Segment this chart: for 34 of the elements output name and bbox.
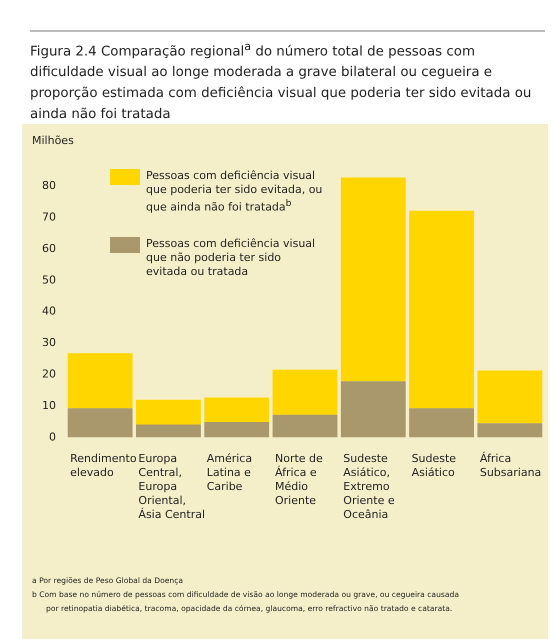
bar: [136, 424, 201, 438]
bar: [340, 381, 406, 438]
x-tick-label: Rendimento elevado: [70, 452, 138, 480]
bar: [272, 370, 338, 415]
bar: [409, 210, 474, 408]
y-tick-label: 60: [42, 242, 56, 255]
bar: [409, 408, 474, 438]
bar: [204, 422, 270, 438]
chart-title: Figura 2.4 Comparação regional$^{a}$ do número total de pessoas com dificuldade visual ao longe moderada a grave bilateral ou cegueira e proporção estimada com deficiência visual que poderia ter sido evitada ou ainda não foi tratada: [30, 30, 545, 126]
x-tick-label: Sudeste Asiático, Extremo Oriente e Oceânia: [343, 452, 396, 522]
bar: [477, 370, 542, 424]
y-tick-label: 0: [48, 430, 56, 444]
y-tick-label: 70: [42, 210, 56, 224]
bar: [68, 353, 133, 408]
y-tick-label: 20: [42, 367, 56, 380]
legend-label: Pessoas com deficiência visual que não poderia ter sido evitada ou tratada: [146, 236, 316, 279]
y-tick-label: 40: [42, 304, 56, 318]
y-tick-label: 50: [42, 273, 56, 286]
x-tick-label: Europa Central, Europa Oriental, Ásia Central: [138, 452, 206, 522]
bar: [204, 398, 270, 422]
y-tick-label: 80: [42, 179, 56, 192]
x-tick-label: Sudeste Asiático: [412, 452, 458, 480]
legend-label: Pessoas com deficiência visual que poderia ter sido evitada, ou que ainda não foi tratada$^{b}$: [146, 169, 324, 215]
bar: [136, 400, 201, 425]
bar: [68, 408, 133, 438]
bar: [340, 178, 406, 382]
x-tick-label: América Latina e Caribe: [206, 452, 254, 494]
y-axis-title: Milhões: [32, 134, 74, 147]
bar: [272, 414, 338, 438]
x-tick-label: Norte de África e Médio Oriente: [274, 452, 324, 508]
x-tick-label: África Subsariana: [480, 452, 542, 480]
y-tick-label: 30: [42, 336, 56, 350]
bar: [477, 423, 542, 438]
y-tick-label: 10: [42, 398, 56, 412]
